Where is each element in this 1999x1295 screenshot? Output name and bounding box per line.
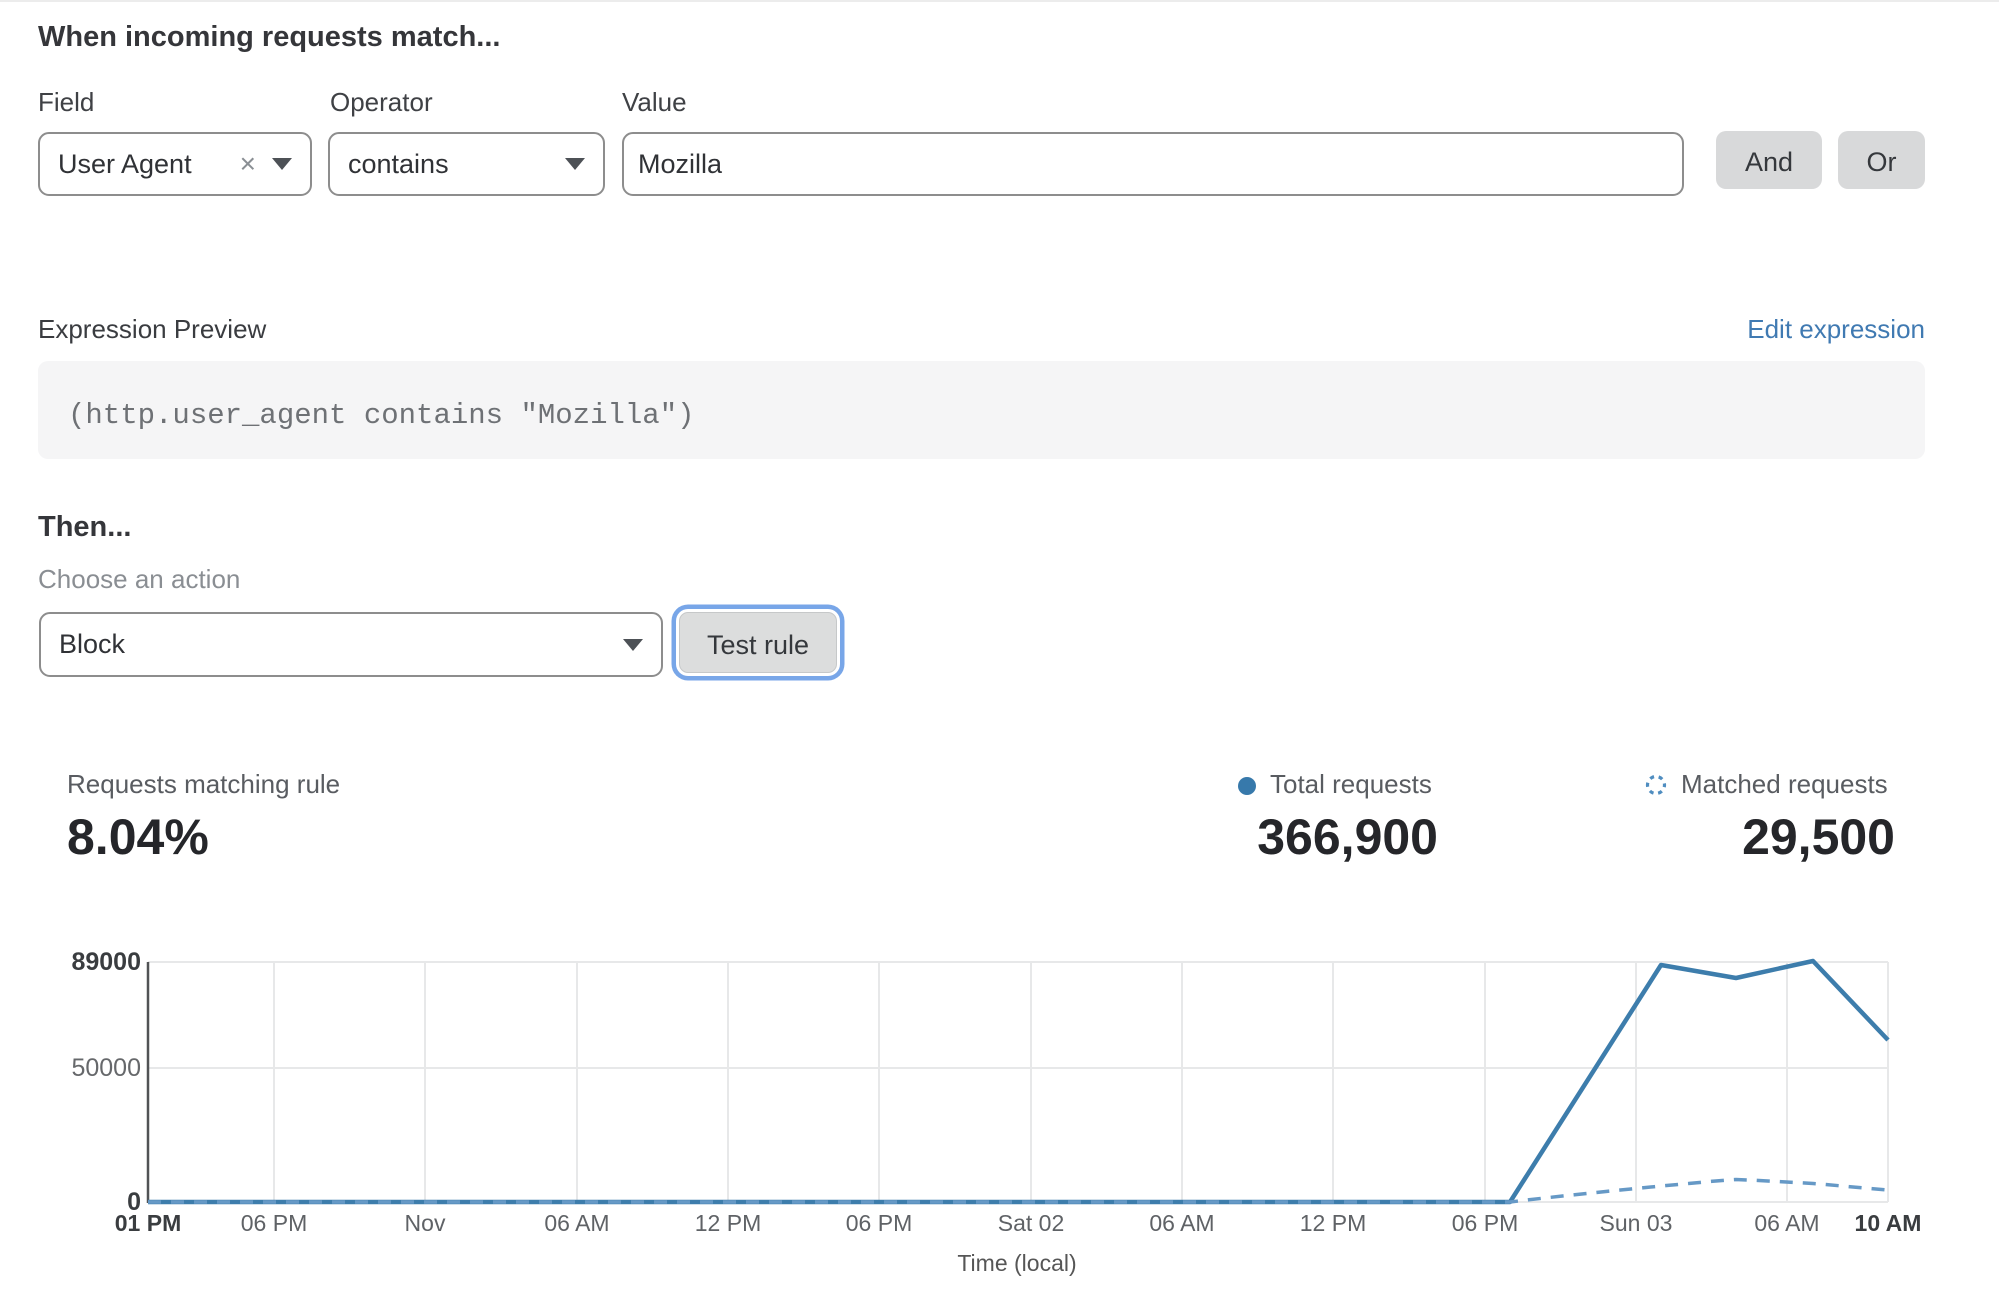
svg-text:06 PM: 06 PM xyxy=(846,1210,912,1236)
svg-text:12 PM: 12 PM xyxy=(695,1210,761,1236)
svg-text:06 AM: 06 AM xyxy=(1149,1210,1214,1236)
svg-text:06 PM: 06 PM xyxy=(241,1210,307,1236)
svg-text:06 AM: 06 AM xyxy=(544,1210,609,1236)
svg-text:0: 0 xyxy=(127,1188,141,1216)
svg-text:Sat 02: Sat 02 xyxy=(998,1210,1065,1236)
svg-text:10 AM: 10 AM xyxy=(1855,1210,1922,1236)
svg-text:01 PM: 01 PM xyxy=(115,1210,181,1236)
svg-text:06 PM: 06 PM xyxy=(1452,1210,1518,1236)
svg-text:Nov: Nov xyxy=(405,1210,446,1236)
svg-text:Time (local): Time (local) xyxy=(957,1250,1076,1276)
svg-text:06 AM: 06 AM xyxy=(1754,1210,1819,1236)
svg-text:50000: 50000 xyxy=(71,1054,141,1082)
svg-text:89000: 89000 xyxy=(71,948,141,976)
svg-text:Sun 03: Sun 03 xyxy=(1600,1210,1673,1236)
svg-text:12 PM: 12 PM xyxy=(1300,1210,1366,1236)
